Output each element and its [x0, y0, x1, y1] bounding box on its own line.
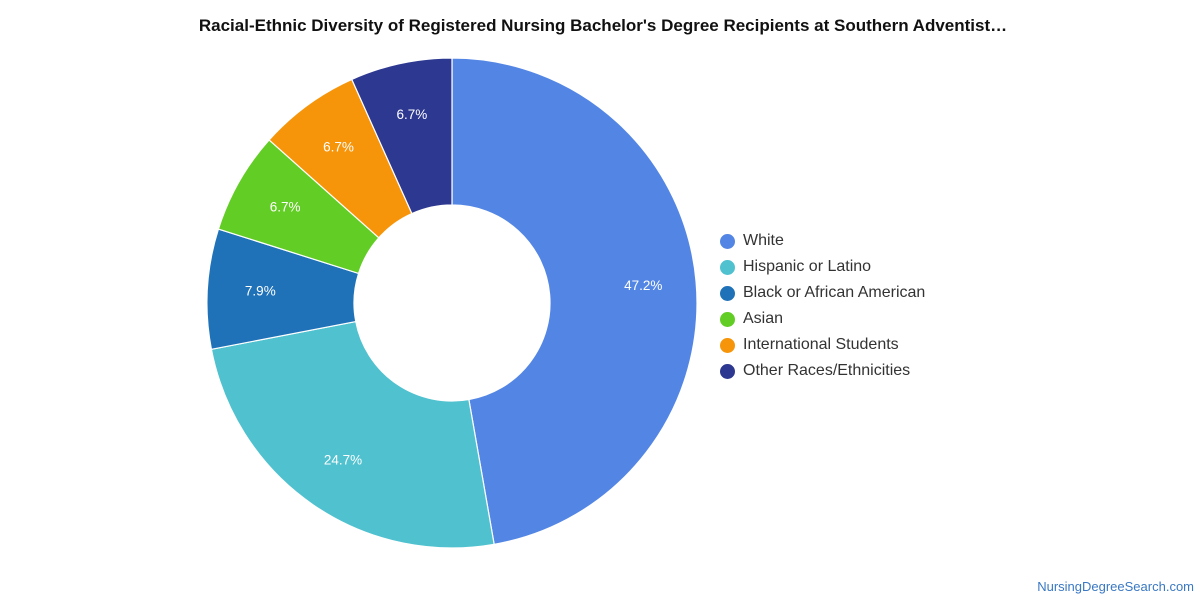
legend-swatch-icon — [720, 311, 735, 327]
legend-label: International Students — [743, 336, 899, 353]
legend-label: Other Races/Ethnicities — [743, 362, 911, 379]
slice-labels-layer: 47.2% 24.7% 7.9% 6.7% 6.7% 6.7% — [245, 107, 662, 468]
legend-item[interactable]: Black or African American — [720, 280, 925, 306]
slice-value-label: 7.9% — [245, 283, 276, 298]
legend-label: Hispanic or Latino — [743, 258, 872, 275]
legend-label: Asian — [743, 310, 784, 327]
legend-label: White — [743, 232, 784, 249]
legend-swatch-icon — [720, 285, 735, 301]
legend-item[interactable]: Hispanic or Latino — [720, 254, 925, 280]
slices-layer — [206, 57, 698, 549]
legend: White Hispanic or Latino Black or African … — [720, 228, 925, 384]
slice-value-label: 24.7% — [324, 453, 362, 468]
slice-value-label: 6.7% — [270, 200, 301, 215]
slice-value-label: 47.2% — [624, 278, 662, 293]
legend-item[interactable]: Other Races/Ethnicities — [720, 358, 925, 384]
slice-white[interactable] — [451, 57, 698, 546]
legend-label: Black or African American — [743, 284, 926, 301]
source-credit[interactable]: NursingDegreeSearch.com — [1037, 579, 1194, 594]
legend-swatch-icon — [720, 233, 735, 249]
legend-item[interactable]: White — [720, 228, 925, 254]
legend-swatch-icon — [720, 259, 735, 275]
legend-swatch-icon — [720, 363, 735, 379]
slice-hispanic-or-latino[interactable] — [210, 320, 495, 549]
slice-value-label: 6.7% — [323, 140, 354, 155]
legend-item[interactable]: International Students — [720, 332, 925, 358]
chart-title: Racial-Ethnic Diversity of Registered Nu… — [198, 16, 1008, 35]
slice-value-label: 6.7% — [396, 107, 427, 122]
legend-item[interactable]: Asian — [720, 306, 925, 332]
slice-other-races-ethnicities[interactable] — [350, 57, 453, 215]
legend-swatch-icon — [720, 337, 735, 353]
